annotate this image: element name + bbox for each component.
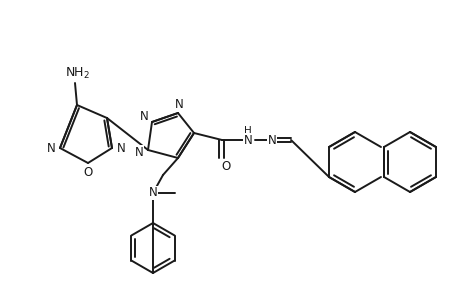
Text: N: N	[174, 98, 183, 112]
Text: N: N	[148, 187, 157, 200]
Text: H: H	[244, 126, 252, 136]
Text: O: O	[83, 166, 92, 178]
Text: N: N	[243, 134, 252, 146]
Text: N: N	[267, 134, 276, 146]
Text: N: N	[134, 146, 143, 158]
Text: N: N	[46, 142, 55, 154]
Text: N: N	[140, 110, 148, 124]
Text: NH$_2$: NH$_2$	[64, 65, 90, 80]
Text: N: N	[117, 142, 125, 154]
Text: O: O	[221, 160, 230, 173]
